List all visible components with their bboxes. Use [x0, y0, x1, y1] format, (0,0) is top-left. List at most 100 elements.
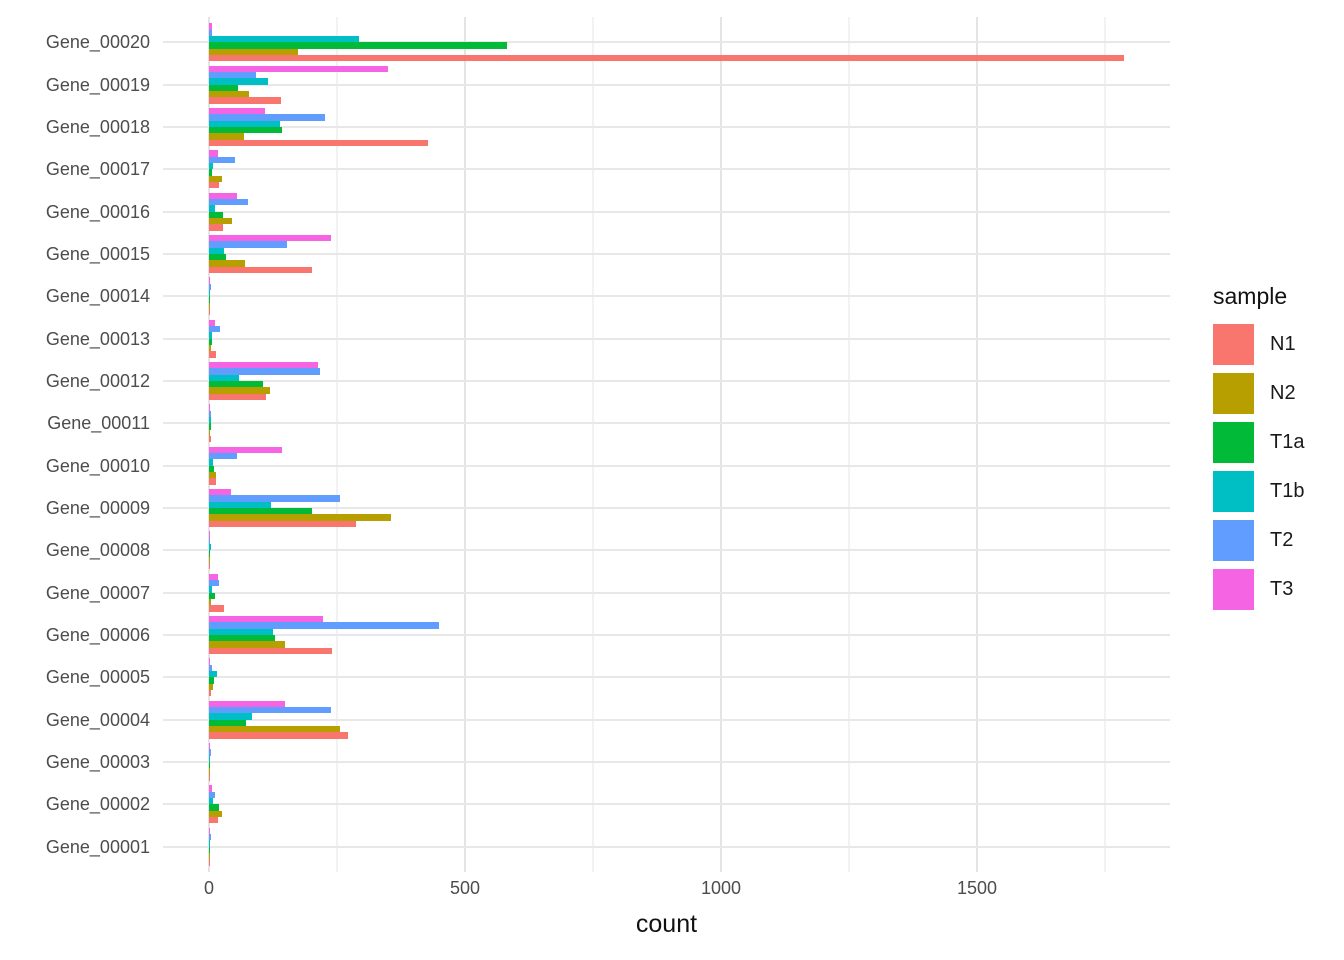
category-gridline — [163, 676, 1170, 679]
category-gridline — [163, 633, 1170, 636]
category-gridline — [163, 295, 1170, 298]
bar-t2-gene_00015 — [209, 241, 288, 248]
y-tick-label: Gene_00004 — [45, 709, 150, 730]
bar-n1-gene_00018 — [209, 139, 429, 147]
bar-t2-gene_00006 — [209, 622, 440, 629]
bar-t1a-gene_00011 — [209, 423, 211, 430]
legend-item-t1a: T1a — [1213, 422, 1343, 463]
bar-n2-gene_00007 — [209, 598, 211, 606]
bar-n2-gene_00009 — [209, 514, 392, 521]
legend-swatch-n1 — [1213, 324, 1254, 365]
bar-n1-gene_00009 — [209, 520, 356, 528]
bar-n1-gene_00002 — [209, 816, 219, 824]
bar-t3-gene_00006 — [209, 615, 323, 623]
legend-label-n2: N2 — [1270, 382, 1296, 404]
bar-t1b-gene_00008 — [209, 543, 211, 551]
bar-t3-gene_00010 — [209, 446, 283, 453]
bar-t1a-gene_00013 — [209, 338, 212, 346]
bar-t2-gene_00014 — [209, 283, 212, 290]
legend-swatch-t2 — [1213, 520, 1254, 561]
major-gridline — [975, 17, 978, 872]
bar-t2-gene_00005 — [209, 664, 212, 671]
legend: sample N1 N2 T1a T1b T2 T3 — [1213, 283, 1343, 610]
bar-n2-gene_00019 — [209, 91, 249, 98]
bar-n1-gene_00013 — [209, 351, 216, 358]
bar-t1b-gene_00003 — [209, 755, 210, 762]
y-tick-label: Gene_00012 — [45, 371, 150, 391]
y-tick-label: Gene_00013 — [45, 328, 150, 349]
bar-t3-gene_00013 — [209, 319, 216, 326]
bar-t1a-gene_00003 — [209, 761, 211, 769]
y-tick-label: Gene_00016 — [45, 201, 150, 222]
category-gridline — [163, 168, 1170, 171]
category-gridline — [163, 422, 1170, 425]
legend-title: sample — [1213, 283, 1288, 309]
bar-t3-gene_00007 — [209, 573, 219, 580]
bar-n2-gene_00005 — [209, 683, 213, 690]
bar-t2-gene_00007 — [209, 579, 220, 587]
bar-t1b-gene_00011 — [209, 416, 211, 424]
bar-n2-gene_00020 — [209, 48, 298, 56]
bar-t1a-gene_00007 — [209, 592, 215, 599]
bar-t1a-gene_00014 — [209, 296, 210, 303]
bar-n1-gene_00016 — [209, 224, 223, 231]
minor-gridline — [592, 17, 595, 872]
bar-t1b-gene_00015 — [209, 247, 224, 255]
bar-t3-gene_00014 — [209, 277, 210, 284]
bar-t1a-gene_00005 — [209, 677, 215, 684]
major-gridline — [720, 17, 723, 872]
bar-t2-gene_00012 — [209, 368, 320, 375]
bar-t1b-gene_00020 — [209, 36, 359, 43]
category-gridline — [163, 506, 1170, 509]
bar-n1-gene_00020 — [209, 55, 1124, 62]
bar-n1-gene_00014 — [209, 309, 210, 316]
bar-n2-gene_00002 — [209, 810, 222, 817]
bar-n2-gene_00016 — [209, 218, 233, 225]
category-gridline — [163, 464, 1170, 467]
x-tick-label: 1000 — [700, 878, 742, 898]
bar-t2-gene_00010 — [209, 452, 237, 460]
bar-t1a-gene_00002 — [209, 804, 219, 811]
y-tick-label: Gene_00002 — [45, 794, 150, 815]
category-gridline — [163, 337, 1170, 340]
bar-t1a-gene_00008 — [209, 550, 210, 557]
category-gridline — [163, 83, 1170, 86]
y-tick-label: Gene_00019 — [45, 74, 150, 95]
minor-gridline — [848, 17, 850, 872]
bar-n2-gene_00004 — [209, 725, 341, 733]
bar-t3-gene_00011 — [209, 404, 210, 411]
category-gridline — [163, 41, 1170, 44]
bar-t1a-gene_00020 — [209, 42, 508, 49]
bar-t1b-gene_00002 — [209, 797, 214, 805]
x-tick-label: 1500 — [956, 878, 997, 898]
legend-swatch-t1a — [1213, 422, 1254, 463]
legend-item-n1: N1 — [1213, 324, 1343, 365]
bar-t1a-gene_00015 — [209, 254, 227, 261]
bar-t2-gene_00008 — [209, 537, 210, 544]
bar-t2-gene_00018 — [209, 114, 326, 121]
major-gridline — [464, 17, 467, 872]
bar-t1a-gene_00012 — [209, 381, 263, 388]
bar-t2-gene_00017 — [209, 156, 236, 164]
bar-n2-gene_00017 — [209, 175, 222, 183]
bar-t2-gene_00001 — [209, 833, 211, 841]
bar-t3-gene_00012 — [209, 361, 318, 369]
bar-n2-gene_00011 — [209, 429, 210, 437]
bar-t1a-gene_00001 — [209, 846, 210, 853]
legend-label-t2: T2 — [1270, 529, 1294, 551]
legend-swatch-t3 — [1213, 569, 1254, 610]
bar-t3-gene_00002 — [209, 785, 212, 792]
bar-t3-gene_00008 — [209, 531, 210, 538]
y-tick-label: Gene_00009 — [45, 497, 150, 518]
legend-item-t1b: T1b — [1213, 471, 1343, 512]
bar-t1b-gene_00012 — [209, 374, 239, 381]
bar-n1-gene_00005 — [209, 689, 211, 697]
legend-item-t2: T2 — [1213, 520, 1343, 561]
category-gridline — [163, 803, 1170, 806]
bar-t1b-gene_00009 — [209, 501, 271, 508]
category-gridline — [163, 126, 1170, 129]
bar-t3-gene_00005 — [209, 658, 210, 665]
bar-n1-gene_00004 — [209, 732, 348, 739]
bar-n2-gene_00003 — [209, 768, 210, 775]
bar-t2-gene_00020 — [209, 29, 213, 37]
